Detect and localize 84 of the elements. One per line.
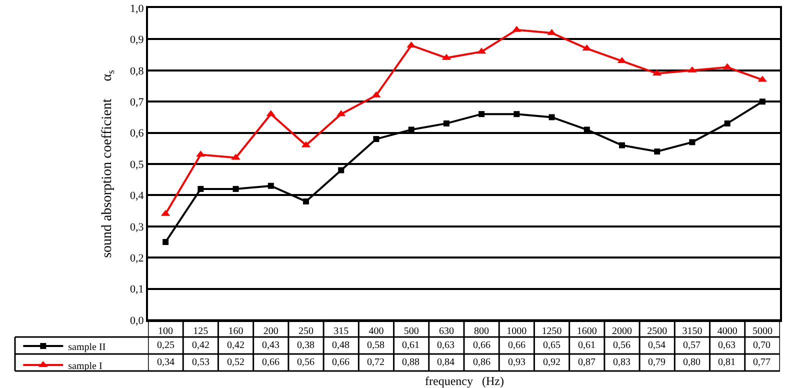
data-label: 0,48 [332,340,350,351]
y-tick-label: 0,1 [130,284,144,296]
x-tick-label: 125 [193,326,208,337]
point [268,182,274,189]
data-label: 0,86 [473,357,490,368]
point [514,111,520,118]
data-label: 0,61 [402,340,420,351]
data-label: 0,58 [367,340,384,351]
point [338,167,344,174]
point [724,120,730,126]
point [303,198,309,204]
x-tick-label: 500 [404,326,419,337]
x-axis-title: frequency (Hz) [425,374,504,388]
data-label: 0,57 [683,340,700,351]
x-tick-label: 160 [228,326,244,337]
data-label: 0,38 [297,340,314,351]
data-label: 0,42 [192,340,210,351]
y-tick-label: 1,0 [130,2,144,15]
data-label: 0,56 [297,357,314,368]
point [373,136,380,142]
point [759,98,766,105]
x-tick-label: 800 [474,326,490,337]
data-label: 0,66 [473,340,490,351]
data-label: 0,54 [648,340,666,351]
data-label: 0,87 [578,357,596,368]
data-label: 0,63 [437,340,454,351]
x-tick-label: 2000 [612,326,632,337]
y-tick-label: 0,9 [130,34,144,46]
data-label: 0,66 [262,357,280,368]
data-label: 0,52 [227,357,244,368]
data-label: 0,93 [508,357,526,368]
point [232,186,239,192]
data-label: 0,63 [718,340,736,351]
x-tick-label: 630 [438,326,454,337]
data-label: 0,77 [753,357,770,368]
data-label: 0,92 [543,357,560,368]
data-label: 0,53 [192,357,210,368]
x-tick-label: 2500 [647,326,668,337]
point [548,114,555,120]
point [198,186,204,192]
data-label: 0,70 [753,340,770,351]
data-label: 0,65 [543,340,560,351]
point [654,148,660,155]
point [619,142,625,148]
data-label: 0,56 [613,340,630,351]
x-tick-label: 100 [158,326,174,337]
y-tick-label: 0,4 [130,190,144,202]
y-tick-label: 0,7 [130,96,144,108]
point [162,239,169,245]
x-tick-label: 3150 [682,326,702,337]
data-label: 0,42 [227,340,244,351]
x-tick-label: 5000 [752,326,772,337]
data-label: 0,72 [367,357,384,368]
data-label: 0,66 [508,340,526,351]
data-label: 0,83 [613,357,630,368]
y-tick-label: 0,8 [130,65,144,78]
legend-label: sample II [68,342,106,353]
x-tick-label: 315 [334,326,349,337]
x-tick-label: 400 [368,326,384,337]
data-label: 0,34 [157,357,174,368]
point [478,111,485,118]
data-label: 0,61 [578,340,596,351]
data-label: 0,84 [437,357,454,368]
point [443,120,450,126]
x-tick-label: 200 [263,326,278,337]
data-label: 0,43 [262,340,280,351]
y-tick-label: 0,2 [130,252,144,264]
y-tick-label: 0,0 [130,314,144,327]
legend-label: sample I [68,360,102,372]
y-tick-label: 0,3 [130,221,144,234]
y-tick-label: 0,6 [130,128,144,140]
x-tick-label: 1250 [542,326,562,337]
x-tick-label: 1000 [506,326,527,337]
data-label: 0,80 [683,357,700,368]
point [689,139,696,146]
x-tick-label: 1600 [576,326,597,337]
y-tick-label: 0,5 [130,158,144,171]
x-tick-label: 4000 [717,326,738,337]
data-label: 0,88 [402,357,420,368]
data-label: 0,81 [718,357,736,368]
data-label: 0,25 [157,340,174,351]
data-label: 0,79 [648,357,666,368]
x-tick-label: 250 [298,326,314,337]
data-label: 0,66 [332,357,350,368]
